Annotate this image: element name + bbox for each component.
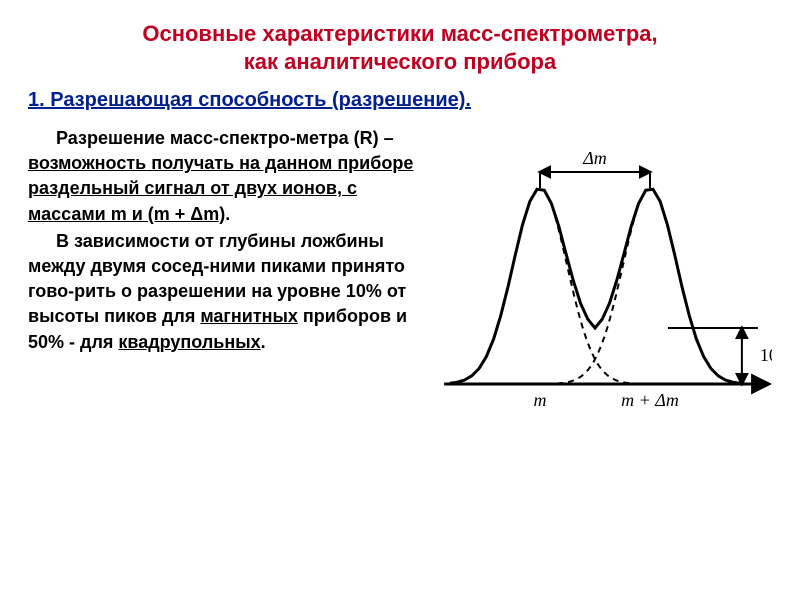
p1-tail: . [225, 204, 230, 224]
svg-text:Δm: Δm [582, 148, 607, 168]
p2-c: . [261, 332, 266, 352]
svg-text:10%: 10% [760, 345, 772, 365]
svg-text:m: m [534, 390, 547, 410]
resolution-figure: Δm 10% m m + Δm [432, 126, 772, 446]
p2-u2: квадрупольных [118, 332, 260, 352]
section-heading: 1. Разрешающая способность (разрешение). [28, 89, 772, 112]
title-line-1: Основные характеристики масс-спектрометр… [28, 20, 772, 48]
p2-u1: магнитных [200, 306, 298, 326]
body-text: Разрешение масс-спектро-метра (R) – возм… [28, 126, 426, 355]
p1-underlined: возможность получать на данном приборе р… [28, 153, 413, 223]
peaks-svg: Δm 10% m m + Δm [432, 126, 772, 426]
slide-title: Основные характеристики масс-спектрометр… [28, 20, 772, 75]
p1-lead: Разрешение масс-спектро-метра (R) – [56, 128, 394, 148]
title-line-2: как аналитического прибора [28, 48, 772, 76]
svg-text:m + Δm: m + Δm [621, 390, 679, 410]
content-row: Разрешение масс-спектро-метра (R) – возм… [28, 126, 772, 446]
slide: Основные характеристики масс-спектрометр… [0, 0, 800, 600]
